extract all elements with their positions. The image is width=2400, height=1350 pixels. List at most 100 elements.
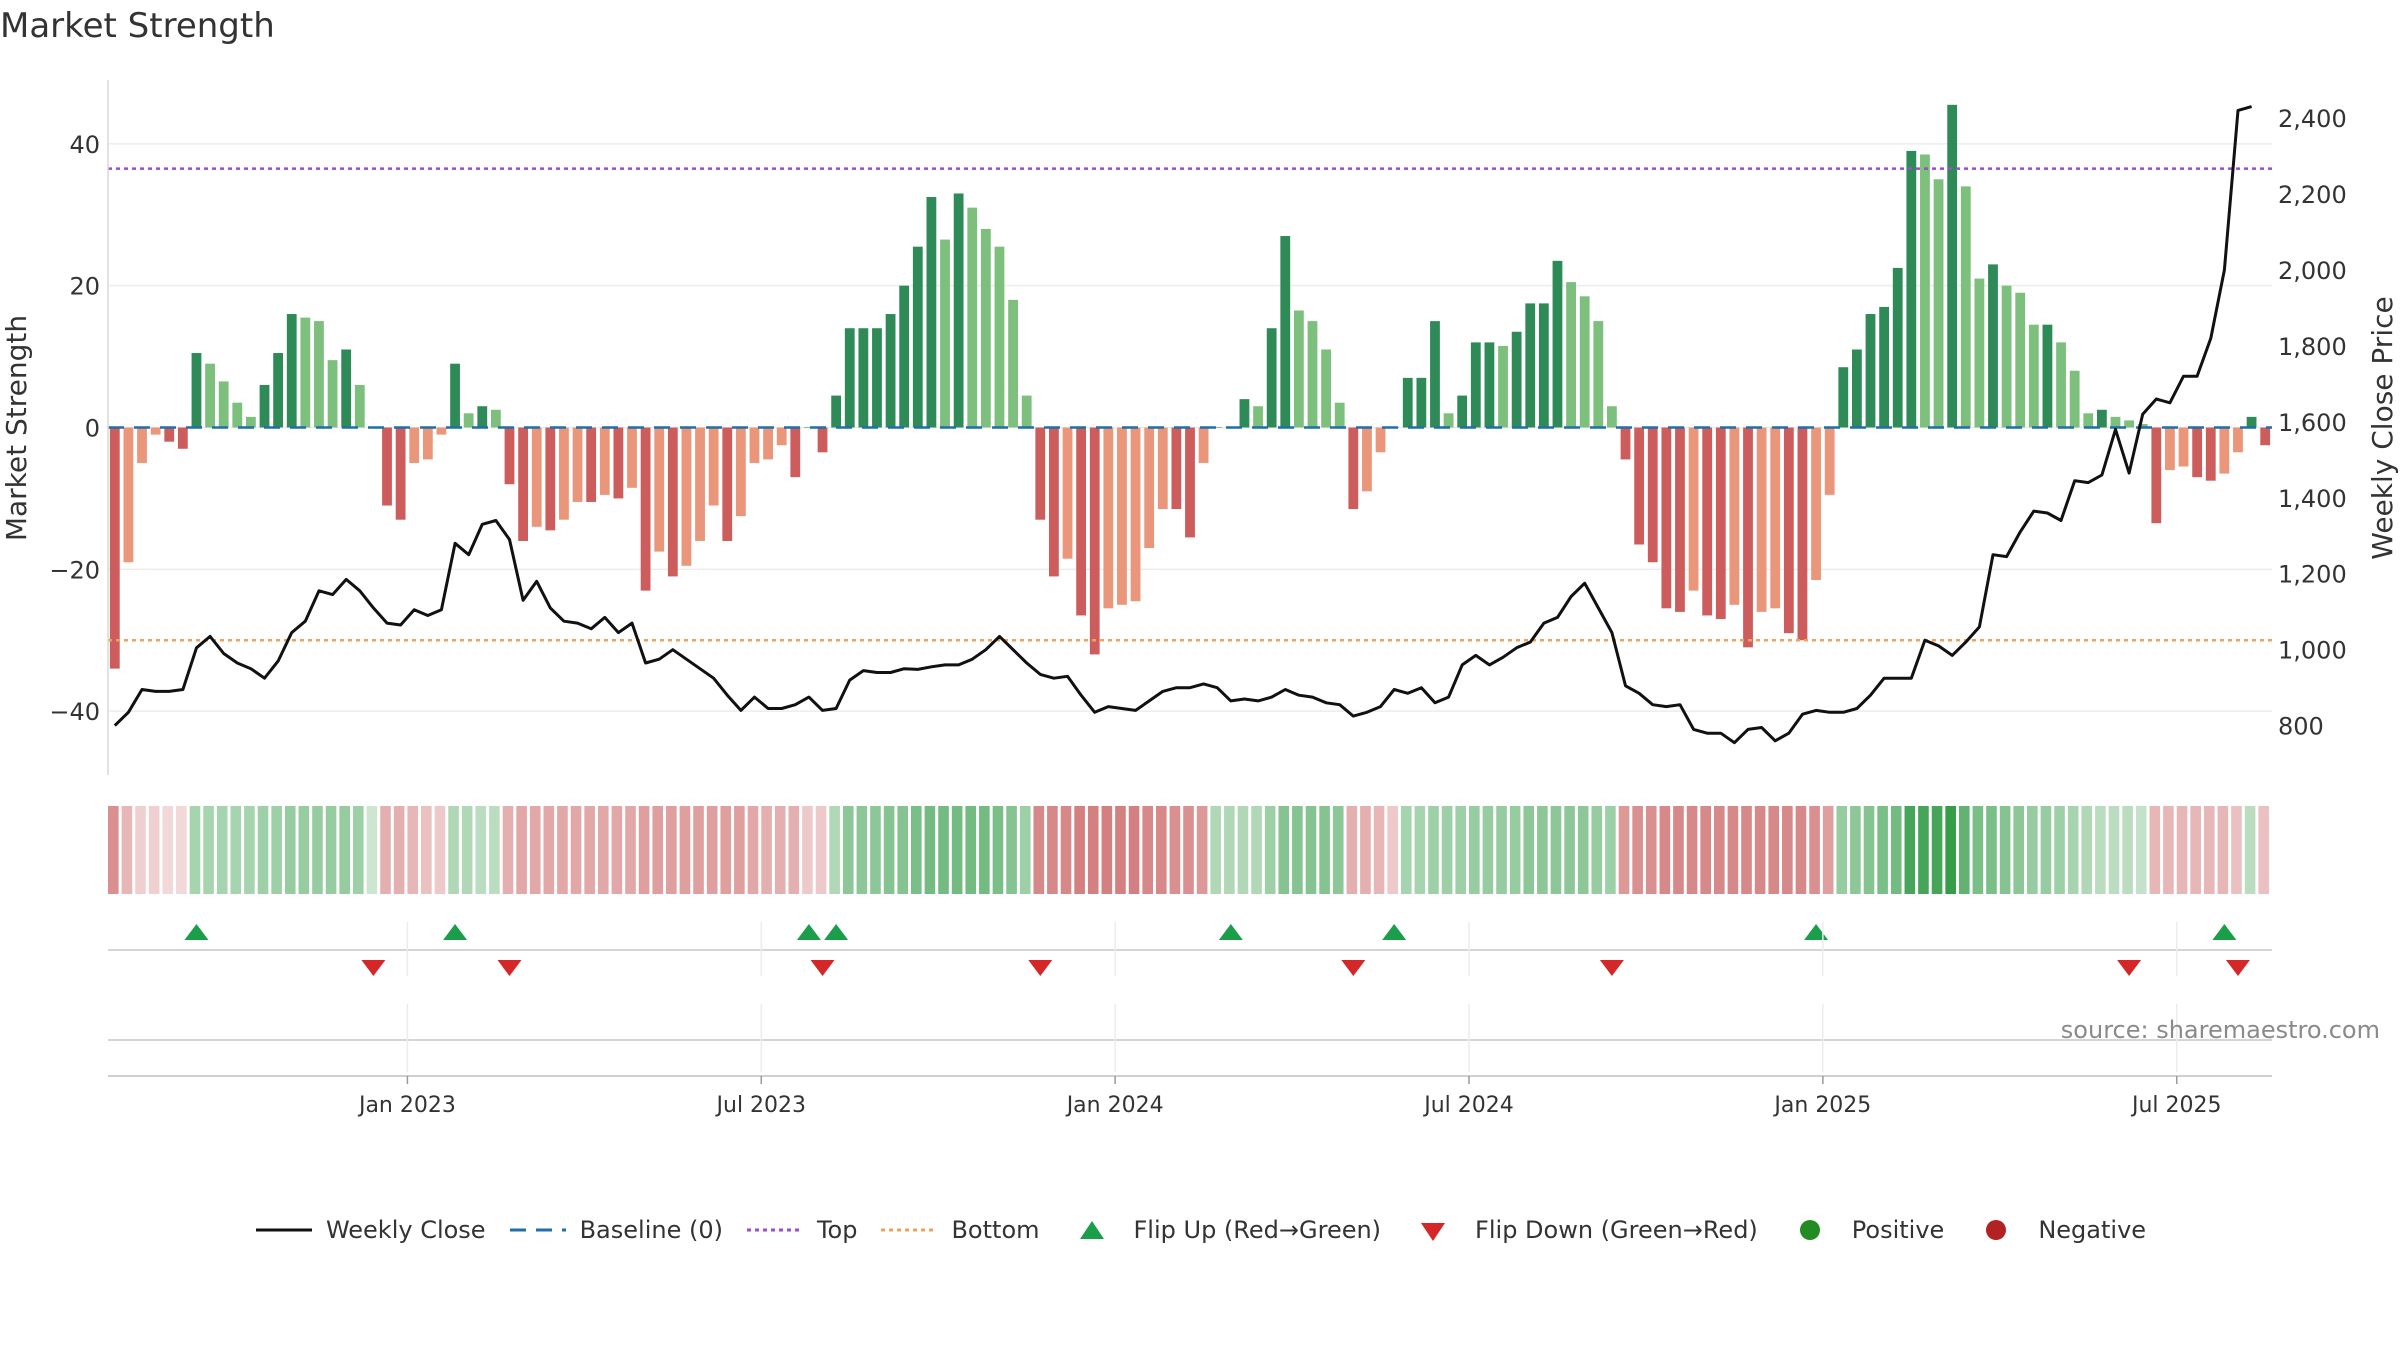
- heat-cell: [965, 806, 977, 894]
- strength-bar: [749, 427, 760, 463]
- heat-cell: [706, 806, 718, 894]
- legend-flip-down[interactable]: Flip Down (Green→Red): [1403, 1215, 1758, 1245]
- legend-flip-up[interactable]: Flip Up (Red→Green): [1062, 1215, 1382, 1245]
- strength-bar: [2205, 427, 2216, 481]
- strength-bar: [1008, 299, 1018, 428]
- strength-bar: [137, 427, 147, 463]
- heat-cell: [2258, 806, 2270, 894]
- strength-bar: [109, 427, 120, 669]
- y2-tick-label: 800: [2278, 713, 2324, 741]
- strength-bar: [354, 384, 365, 428]
- heat-cell: [1972, 806, 1984, 894]
- strength-bar: [1797, 427, 1808, 641]
- strength-bar: [1634, 427, 1645, 545]
- heat-cell: [352, 806, 364, 894]
- strength-bar: [2165, 427, 2175, 471]
- heat-cell: [951, 806, 963, 894]
- line-swatch-icon: [255, 1228, 312, 1232]
- strength-bar: [640, 427, 651, 591]
- strength-bar: [2001, 285, 2012, 428]
- heat-cell: [312, 806, 323, 894]
- strength-bar: [504, 427, 515, 485]
- heat-cell: [2149, 806, 2161, 894]
- strength-bar: [613, 427, 624, 499]
- strength-bar: [790, 427, 801, 478]
- strength-bar: [926, 197, 937, 428]
- strength-bar: [1729, 427, 1740, 605]
- y-tick-label: 20: [69, 273, 100, 301]
- x-tick-label: Jul 2025: [2130, 1093, 2222, 1118]
- flip-up-marker: [184, 924, 209, 940]
- heat-cell: [666, 806, 677, 894]
- heat-cell: [625, 806, 636, 894]
- heat-cell: [938, 806, 949, 894]
- legend: Weekly Close Baseline (0) Top Bottom Fli…: [0, 1210, 2400, 1250]
- heat-cell: [448, 806, 459, 894]
- strength-bar: [1702, 427, 1713, 616]
- legend-label: Flip Up (Red→Green): [1133, 1216, 1382, 1244]
- strength-bar: [300, 317, 311, 428]
- y2-tick-label: 2,000: [2278, 257, 2347, 285]
- flip-up-marker: [824, 924, 849, 940]
- strength-bar: [1443, 413, 1454, 428]
- strength-bar: [2233, 427, 2243, 453]
- flip-down-marker: [361, 960, 386, 976]
- strength-bar: [232, 402, 243, 428]
- legend-bottom[interactable]: Bottom: [879, 1215, 1040, 1245]
- heat-cell: [2244, 806, 2256, 894]
- y-tick-label: −20: [49, 556, 100, 584]
- axes: −40 −20 0 20 40 800 1,000 1,200 1,400 1,600 1,800 2…: [49, 80, 2347, 775]
- legend-positive[interactable]: Positive: [1780, 1215, 1945, 1245]
- strength-bar: [1675, 427, 1685, 612]
- heat-cell: [1155, 806, 1167, 894]
- strength-bar: [1743, 427, 1753, 648]
- strength-bar: [885, 314, 896, 428]
- strength-bar: [2151, 427, 2162, 524]
- strength-bar: [382, 427, 392, 506]
- regime-heat-strip: [108, 806, 2270, 894]
- legend-top[interactable]: Top: [745, 1215, 857, 1245]
- heat-cell: [203, 806, 214, 894]
- heat-cell: [693, 806, 704, 894]
- y2-tick-label: 1,000: [2278, 637, 2347, 665]
- y-tick-label: 40: [69, 131, 100, 159]
- strength-bar: [177, 427, 188, 449]
- heat-cell: [148, 806, 160, 894]
- heat-cell: [257, 806, 269, 894]
- strength-bar: [2096, 409, 2107, 428]
- legend-label: Weekly Close: [325, 1216, 486, 1244]
- circle-icon: [1986, 1220, 2007, 1240]
- legend-baseline[interactable]: Baseline (0): [508, 1215, 723, 1245]
- heat-cell: [189, 806, 201, 894]
- heat-cell: [1251, 806, 1262, 894]
- flip-down-marker: [1599, 960, 1624, 976]
- heat-cell: [2190, 806, 2201, 894]
- heat-cell: [1264, 806, 1276, 894]
- legend-label: Positive: [1851, 1216, 1945, 1244]
- heat-cell: [339, 806, 350, 894]
- heat-cell: [2135, 806, 2147, 894]
- flip-down-marker: [1341, 960, 1366, 976]
- heat-cell: [1863, 806, 1875, 894]
- flip-down-marker: [1028, 960, 1053, 976]
- strength-bar: [586, 427, 597, 502]
- strength-bar: [1498, 345, 1508, 428]
- strength-bar: [1416, 377, 1427, 428]
- heat-cell: [1754, 806, 1766, 894]
- heat-cell: [135, 806, 146, 894]
- heat-cell: [1496, 806, 1507, 894]
- strength-bar: [1647, 427, 1658, 563]
- legend-negative[interactable]: Negative: [1966, 1215, 2146, 1245]
- heat-cell: [829, 806, 840, 894]
- strength-bar: [599, 427, 610, 495]
- legend-weekly-close[interactable]: Weekly Close: [254, 1215, 486, 1245]
- heat-cell: [1428, 806, 1439, 894]
- strength-bar: [191, 353, 202, 428]
- strength-bar: [899, 285, 910, 428]
- x-tick-label: Jul 2024: [1422, 1093, 1514, 1118]
- heat-cell: [1836, 806, 1848, 894]
- strength-bar: [531, 427, 542, 527]
- heat-cell: [1455, 806, 1467, 894]
- strength-bar: [667, 427, 678, 577]
- heat-cell: [1782, 806, 1793, 894]
